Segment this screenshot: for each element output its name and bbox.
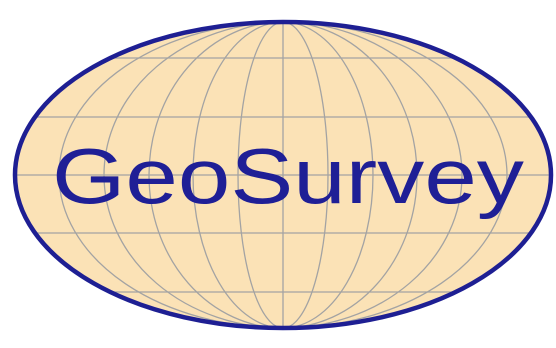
meridian-line [192,22,374,328]
meridian-line [237,22,329,328]
meridian-line [148,22,418,328]
meridian-line [58,22,508,328]
brand-name: GeoSurvey [52,132,524,220]
meridian-line [103,22,463,328]
globe-outline [12,19,554,331]
